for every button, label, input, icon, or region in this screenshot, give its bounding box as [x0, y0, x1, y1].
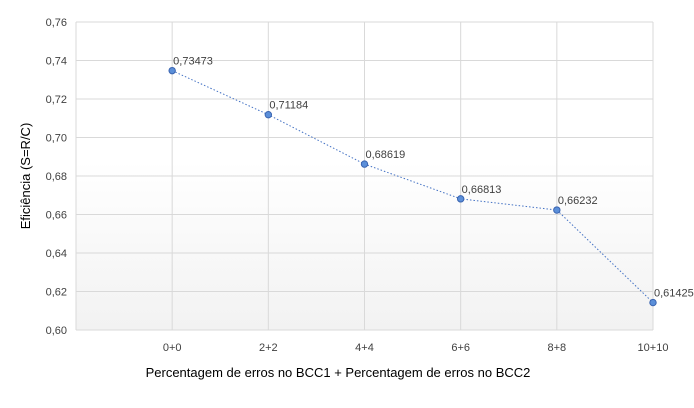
x-tick-label: 8+8	[547, 342, 566, 354]
data-point	[649, 298, 657, 307]
x-tick-label: 4+4	[355, 342, 374, 354]
y-tick-label: 0,62	[46, 287, 67, 299]
y-tick-label: 0,68	[46, 171, 67, 183]
gridlines	[75, 21, 654, 331]
data-point	[456, 195, 465, 203]
data-label: 0,61425	[654, 288, 694, 300]
x-tick-label: 6+6	[451, 342, 470, 354]
data-label: 0,71184	[269, 100, 308, 112]
data-point	[264, 111, 273, 119]
series-line	[171, 70, 654, 303]
x-tick-label: 10+10	[638, 342, 669, 354]
y-tick-label: 0,66	[46, 210, 67, 222]
data-label: 0,66232	[558, 195, 598, 207]
y-tick-label: 0,76	[46, 17, 67, 29]
data-point	[360, 160, 369, 168]
data-label: 0,73473	[173, 56, 213, 68]
y-axis-title: Eficiência (S=R/C)	[18, 123, 33, 230]
data-point	[168, 66, 176, 75]
series-efficiency: 0,73473 0,71184 0,68619 0,66813 0,66232 0,614…	[168, 56, 694, 307]
y-tick-label: 0,74	[46, 56, 67, 68]
x-tick-label: 0+0	[163, 342, 182, 354]
y-tick-label: 0,60	[46, 325, 67, 337]
y-tick-label: 0,64	[46, 248, 67, 260]
data-point	[553, 206, 561, 214]
y-tick-label: 0,72	[46, 94, 67, 106]
y-axis-ticks: 0,60 0,62 0,64 0,66 0,68 0,70 0,72 0,74 0,76	[46, 17, 67, 337]
y-tick-label: 0,70	[46, 133, 67, 145]
x-axis-title: Percentagem de erros no BCC1 + Percentag…	[146, 365, 531, 380]
x-tick-label: 2+2	[259, 342, 278, 354]
data-label: 0,68619	[366, 149, 406, 161]
x-axis-ticks: 0+0 2+2 4+4 6+6 8+8 10+10	[163, 342, 669, 354]
data-label: 0,66813	[462, 184, 502, 196]
